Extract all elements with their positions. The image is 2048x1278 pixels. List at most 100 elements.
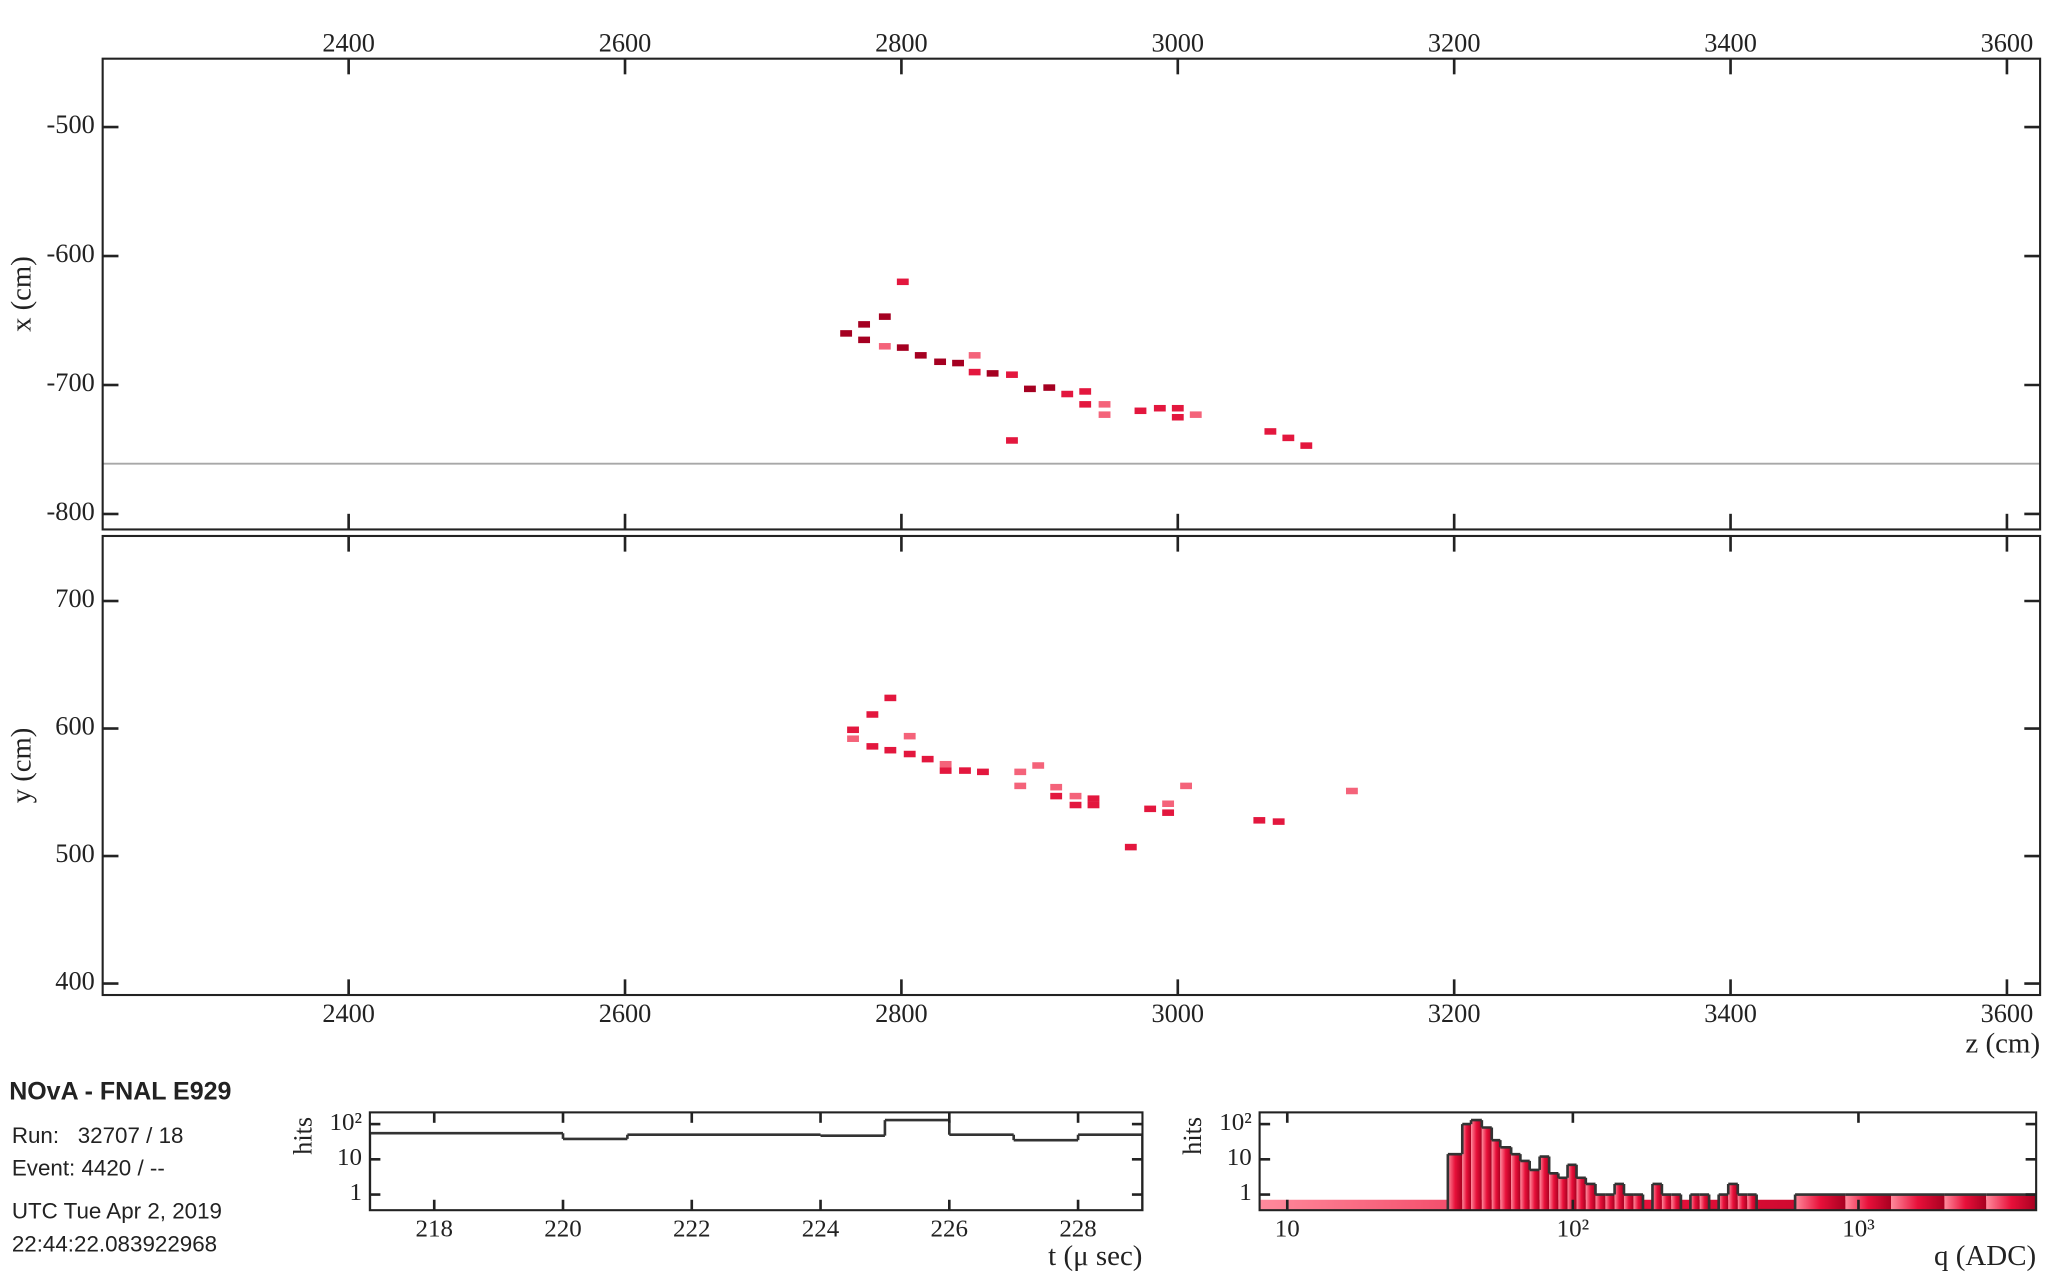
x-tick-label: 220: [544, 1216, 581, 1243]
hit: [896, 278, 909, 286]
bin: [1605, 1194, 1615, 1211]
x-tick-label: 10: [1275, 1216, 1300, 1243]
hit: [1087, 795, 1100, 802]
y-axis-title: hits: [288, 1117, 317, 1155]
x-tick-label: 3000: [1151, 999, 1204, 1028]
bin: [1728, 1183, 1738, 1211]
bin: [1944, 1194, 1987, 1211]
hit: [896, 344, 909, 351]
bin: [1447, 1154, 1463, 1211]
hit: [858, 336, 871, 344]
x-axis-title: t (μ sec): [1048, 1240, 1142, 1272]
y-tick-label: 10²: [1219, 1109, 1251, 1136]
x-tick-label: 3600: [1981, 999, 2034, 1028]
hit: [1300, 442, 1313, 449]
hit: [939, 760, 952, 768]
hit: [1079, 401, 1092, 408]
frame: [368, 1111, 1144, 1212]
hit: [986, 370, 999, 377]
hit: [934, 358, 947, 366]
plot-area: [369, 1118, 1143, 1211]
y-tick-label: -800: [47, 497, 95, 526]
hit: [878, 313, 891, 320]
plot-area: [1259, 1118, 2037, 1211]
x-tick-label: 3200: [1428, 29, 1481, 58]
hit: [847, 735, 859, 742]
plot-area: [847, 694, 1358, 851]
bin: [1481, 1127, 1492, 1211]
y-tick-label: -600: [47, 239, 95, 268]
bin: [1986, 1194, 2037, 1211]
bin: [1462, 1124, 1472, 1211]
hit: [1098, 411, 1111, 418]
bin: [1890, 1194, 1945, 1211]
y-axis-title: hits: [1178, 1117, 1207, 1155]
x-tick-label: 2800: [875, 29, 928, 58]
hit: [858, 321, 871, 328]
hit: [921, 755, 934, 763]
y-tick-label: 1: [349, 1179, 361, 1206]
bin: [1633, 1194, 1643, 1211]
bin: [1699, 1194, 1710, 1211]
hit: [977, 768, 989, 776]
hit: [1345, 787, 1358, 795]
frame: [101, 57, 2042, 531]
bin: [1614, 1183, 1624, 1211]
hit: [1264, 428, 1277, 435]
x-axis-title: z (cm): [1965, 1028, 2040, 1060]
hit: [866, 743, 879, 750]
hit: [1171, 404, 1184, 412]
x-tick-label: 2400: [322, 999, 375, 1028]
x-tick-label: 2800: [875, 999, 928, 1028]
info-run: Run: 32707 / 18: [12, 1123, 184, 1148]
hit: [1253, 817, 1266, 824]
bin: [1718, 1194, 1729, 1211]
bin: [1539, 1156, 1550, 1211]
bin: [1795, 1194, 1846, 1211]
hit: [1014, 768, 1027, 776]
hit: [952, 359, 964, 367]
x-tick-label: 3400: [1704, 29, 1757, 58]
x-tick-label: 3600: [1981, 29, 2034, 58]
y-tick-label: 1: [1239, 1179, 1251, 1206]
bin: [1491, 1140, 1501, 1211]
bin: [1529, 1169, 1540, 1211]
hit: [1069, 801, 1082, 809]
y-tick-label: 600: [55, 712, 94, 741]
hit: [1098, 401, 1111, 408]
x-tick-label: 10²: [1557, 1216, 1589, 1243]
y-tick-label: 400: [55, 967, 94, 996]
x-tick-label: 222: [673, 1216, 710, 1243]
x-axis-title: q (ADC): [1934, 1240, 2036, 1272]
hit: [1006, 371, 1018, 378]
y-tick-label: 10: [337, 1144, 362, 1171]
color-strip: [1259, 1199, 2037, 1211]
info-event: Event: 4420 / --: [12, 1156, 165, 1181]
bin: [1595, 1194, 1606, 1211]
x-tick-label: 3200: [1428, 999, 1481, 1028]
y-tick-label: 10: [1227, 1144, 1252, 1171]
info-time: 22:44:22.083922968: [12, 1231, 217, 1256]
hit: [1043, 384, 1056, 391]
hit: [1162, 800, 1175, 808]
bin: [1511, 1154, 1521, 1211]
bin: [1500, 1147, 1512, 1211]
bin: [1652, 1183, 1662, 1211]
x-tick-label: 228: [1059, 1216, 1096, 1243]
hit: [903, 750, 916, 758]
bin: [1576, 1177, 1586, 1211]
x-tick-label: 224: [802, 1216, 840, 1243]
hit: [1180, 782, 1193, 790]
bin: [1671, 1194, 1681, 1211]
x-tick-label: 3000: [1151, 29, 1204, 58]
x-tick-label: 2400: [322, 29, 375, 58]
frame: [1258, 1111, 2038, 1212]
hit: [884, 694, 897, 702]
hit: [1124, 843, 1137, 851]
hit: [1050, 783, 1063, 791]
hit: [1189, 411, 1202, 418]
hit: [1006, 437, 1018, 444]
frame: [101, 534, 2042, 997]
